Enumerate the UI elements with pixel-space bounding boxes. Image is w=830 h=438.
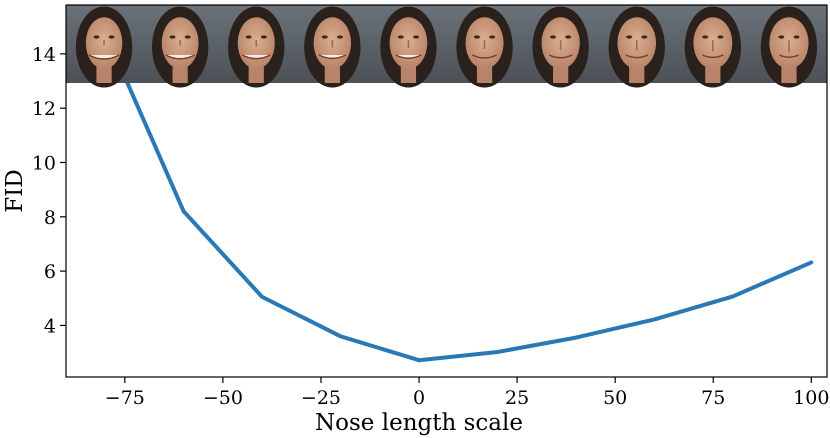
y-tick-label: 10 xyxy=(32,152,56,174)
x-tick-label: 50 xyxy=(603,387,627,409)
y-tick-label: 4 xyxy=(44,315,56,337)
face-thumbnail xyxy=(446,5,524,88)
face-thumbnail xyxy=(674,5,752,88)
x-tick-label: −50 xyxy=(203,387,243,409)
face-thumbnail xyxy=(142,5,219,88)
y-axis-ticks: 4 6 8 10 12 14 xyxy=(32,44,66,337)
face-thumbnail xyxy=(522,5,600,88)
x-tick-label: 75 xyxy=(701,387,725,409)
face-thumbnail xyxy=(598,5,676,88)
y-tick-label: 8 xyxy=(44,207,56,229)
face-thumbnail xyxy=(218,5,295,88)
x-axis-ticks: −75 −50 −25 0 25 50 75 100 xyxy=(105,377,829,409)
x-tick-label: −75 xyxy=(105,387,145,409)
face-thumbnail xyxy=(66,5,143,88)
x-tick-label: 100 xyxy=(793,387,829,409)
axes-frame xyxy=(65,4,828,378)
x-axis-label: Nose length scale xyxy=(315,410,523,436)
x-tick-label: 25 xyxy=(505,387,529,409)
face-thumbnail xyxy=(370,5,447,88)
y-tick-label: 14 xyxy=(32,44,56,66)
y-tick-label: 6 xyxy=(44,261,56,283)
fid-series-line xyxy=(103,30,814,363)
y-tick-label: 12 xyxy=(32,98,56,120)
y-axis-label: FID xyxy=(2,169,28,212)
x-tick-label: −25 xyxy=(301,387,341,409)
face-thumbnail xyxy=(294,5,371,88)
face-thumbnail-strip xyxy=(66,5,827,88)
face-thumbnail xyxy=(750,5,827,88)
plot-area xyxy=(66,5,827,363)
x-tick-label: 0 xyxy=(413,387,425,409)
